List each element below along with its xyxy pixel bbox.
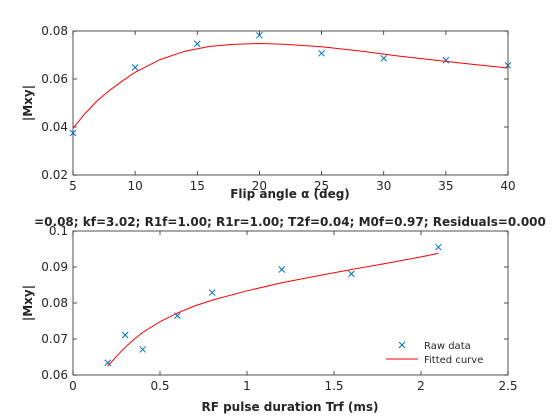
x-tick-label: 20 [252, 179, 267, 193]
y-axis-label: |Mxy| [21, 85, 35, 121]
plot-area [72, 30, 509, 176]
data-point [442, 56, 450, 64]
data-point [69, 129, 77, 137]
data-point-stroke [256, 31, 263, 39]
data-point-stroke [318, 49, 325, 57]
x-tick-label: 35 [438, 179, 453, 193]
data-point-stroke [104, 359, 112, 367]
data-point [435, 243, 442, 251]
flip-angle-plot: Flip angle α (deg) |Mxy| 5 10 15 20 25 30 35 40… [21, 24, 516, 201]
x-tick-label: 2.5 [498, 379, 517, 393]
y-tick-label: 0.07 [41, 332, 68, 346]
data-point-stroke [193, 40, 201, 48]
x-tick-label: 40 [500, 179, 515, 193]
x-tick-label: 25 [314, 179, 329, 193]
rf-pulse-duration-plot: =0.08; kf=3.02; R1f=1.00; R1r=1.00; T2f=… [21, 215, 546, 414]
data-point [131, 64, 139, 71]
x-tick-label: 1.5 [324, 379, 343, 393]
y-axis-label: |Mxy| [21, 285, 35, 321]
data-point-stroke [121, 331, 129, 339]
x-tick-label: 30 [376, 179, 391, 193]
x-tick-label: 5 [69, 179, 77, 193]
data-point-stroke [348, 270, 355, 278]
data-point [208, 289, 216, 296]
x-tick-label: 2 [417, 379, 425, 393]
data-point-stroke [278, 266, 286, 273]
data-point-stroke [380, 55, 388, 62]
fitted-curve [72, 42, 509, 129]
legend: Raw data Fitted curve [381, 334, 501, 370]
x-tick-label: 0.5 [150, 379, 169, 393]
data-point [318, 49, 325, 57]
fitted-curve [107, 252, 439, 367]
x-tick-label: 15 [190, 179, 205, 193]
fit-parameters-title: =0.08; kf=3.02; R1f=1.00; R1r=1.00; T2f=… [34, 215, 546, 229]
x-tick-label: 10 [128, 179, 143, 193]
legend-box [381, 334, 501, 370]
data-point [278, 266, 286, 273]
data-point [256, 31, 263, 39]
data-point-stroke [442, 56, 450, 64]
y-tick-label: 0.06 [41, 72, 68, 86]
y-tick-label: 0.04 [41, 120, 68, 134]
y-tick-label: 0.09 [41, 260, 68, 274]
data-point [193, 40, 201, 48]
data-point [139, 346, 146, 353]
y-tick-label: 0.06 [41, 368, 68, 382]
data-point-stroke [208, 289, 216, 296]
y-tick-label: 0.08 [41, 24, 68, 38]
data-point [380, 55, 388, 62]
y-tick-label: 0.02 [41, 168, 68, 182]
x-tick-label: 1 [243, 379, 251, 393]
legend-label: Fitted curve [424, 355, 483, 366]
data-point-stroke [131, 64, 139, 71]
data-point-stroke [174, 312, 181, 319]
legend-label: Raw data [424, 341, 471, 352]
data-point [104, 359, 112, 367]
data-point-stroke [69, 129, 77, 137]
data-point [348, 270, 355, 278]
data-point-stroke [435, 243, 442, 251]
y-tick-label: 0.1 [49, 224, 68, 238]
data-point-stroke [139, 346, 146, 353]
x-tick-label: 0 [69, 379, 77, 393]
x-axis-label: RF pulse duration Trf (ms) [201, 400, 378, 414]
legend-marker-swatch [398, 341, 406, 349]
data-point [121, 331, 129, 339]
x-axis-label: Flip angle α (deg) [230, 187, 350, 201]
y-tick-label: 0.08 [41, 296, 68, 310]
